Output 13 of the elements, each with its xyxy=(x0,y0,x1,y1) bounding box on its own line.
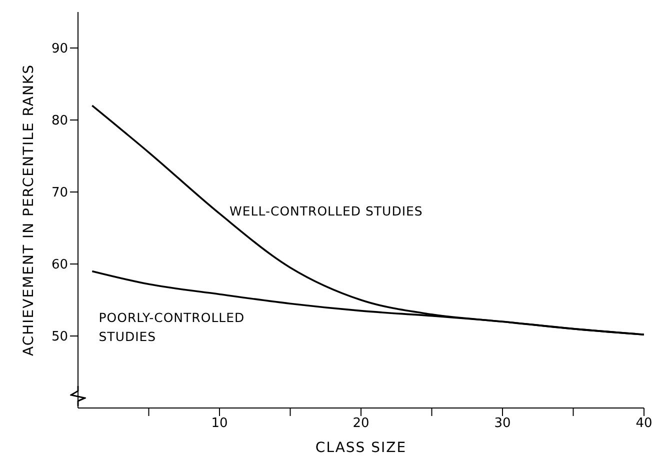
series-label: POORLY-CONTROLLED STUDIES xyxy=(98,310,245,344)
y-tick-label: 70 xyxy=(51,186,68,201)
x-axis-title: CLASS SIZE xyxy=(315,440,407,456)
y-tick-label: 50 xyxy=(51,330,68,345)
y-tick-label: 90 xyxy=(51,42,68,57)
x-tick-label: 10 xyxy=(211,416,228,432)
y-tick-label: 80 xyxy=(51,114,68,129)
x-tick-label: 40 xyxy=(636,416,652,432)
x-tick-label: 30 xyxy=(494,416,511,432)
y-tick-label: 60 xyxy=(51,258,68,273)
x-tick-label: 20 xyxy=(352,416,370,432)
y-axis-title: ACHIEVEMENT IN PERCENTILE RANKS xyxy=(20,64,37,356)
series-label: WELL-CONTROLLED STUDIES xyxy=(230,204,423,219)
